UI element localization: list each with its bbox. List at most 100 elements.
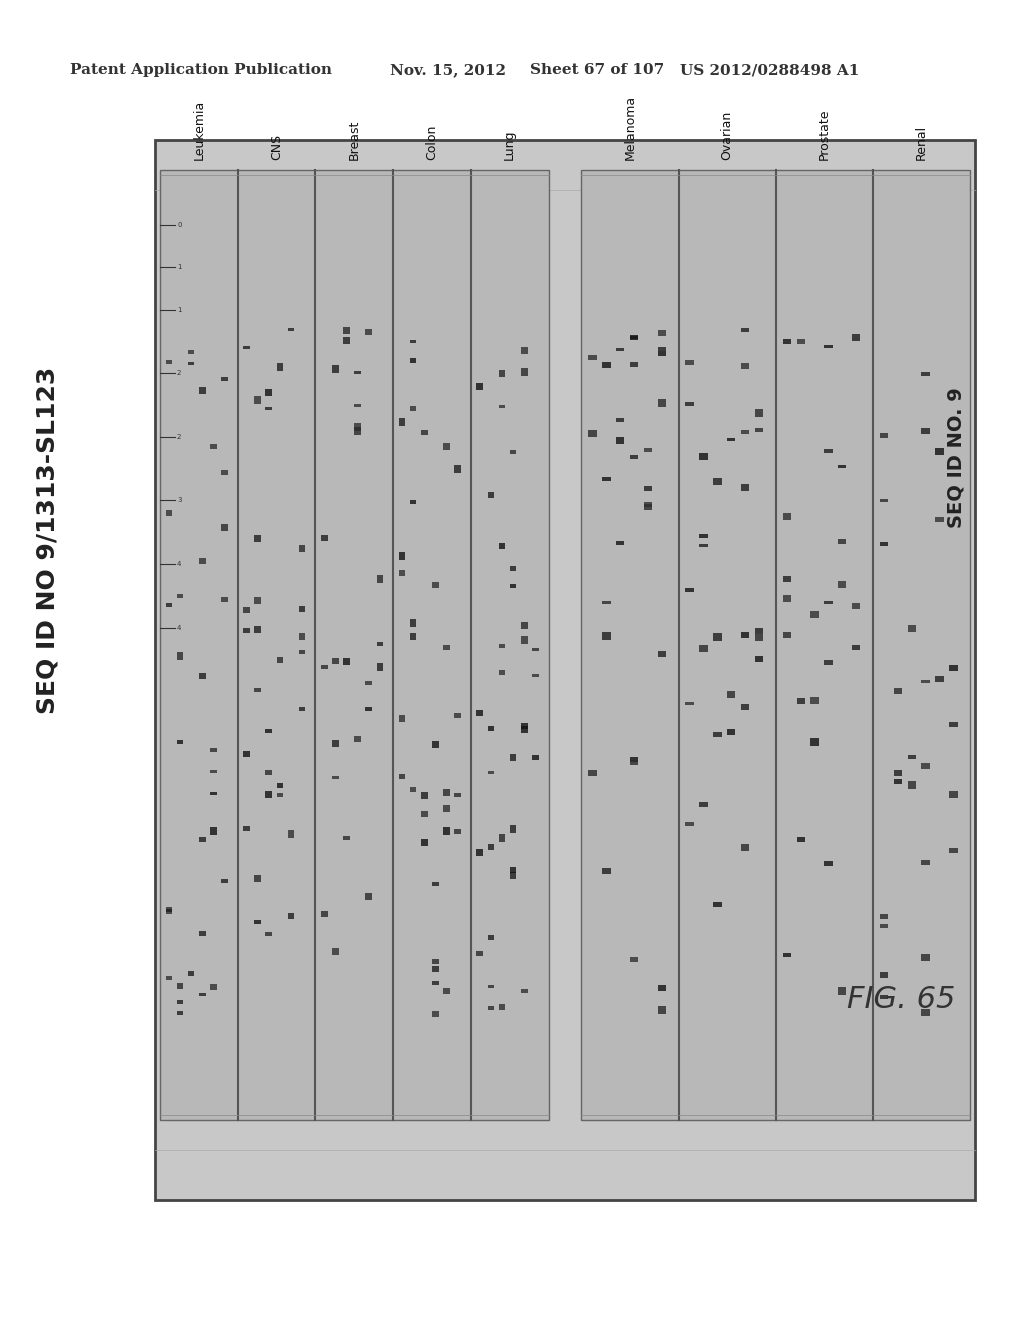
Bar <box>499 404 505 408</box>
Bar <box>616 437 625 444</box>
Bar <box>398 774 406 779</box>
Bar <box>521 622 527 630</box>
Bar <box>455 829 461 834</box>
Text: 1: 1 <box>177 306 181 313</box>
Bar <box>321 665 328 669</box>
Bar <box>265 791 272 797</box>
Bar <box>510 873 516 879</box>
Text: SEQ ID NO 9/1313-SL123: SEQ ID NO 9/1313-SL123 <box>36 367 60 714</box>
Bar <box>714 634 722 642</box>
Bar <box>432 882 438 886</box>
Bar <box>244 607 250 614</box>
Bar <box>476 710 483 715</box>
Bar <box>476 383 483 389</box>
Bar <box>421 840 428 846</box>
Bar <box>455 466 461 474</box>
Bar <box>616 541 625 545</box>
Bar <box>782 576 791 582</box>
Bar <box>343 836 350 841</box>
Bar <box>741 363 750 370</box>
Bar <box>299 606 305 612</box>
Bar <box>714 478 722 484</box>
Bar <box>616 418 625 421</box>
Bar <box>755 429 763 432</box>
Bar <box>210 444 217 449</box>
Bar <box>221 524 227 531</box>
Text: Colon: Colon <box>426 124 438 160</box>
Bar <box>343 327 350 334</box>
Text: US 2012/0288498 A1: US 2012/0288498 A1 <box>680 63 859 77</box>
Bar <box>521 726 527 733</box>
Bar <box>644 447 652 453</box>
Bar <box>499 1005 505 1010</box>
Bar <box>499 544 505 549</box>
Text: Patent Application Publication: Patent Application Publication <box>70 63 332 77</box>
Bar <box>499 644 505 648</box>
Text: 2: 2 <box>177 434 181 440</box>
Bar <box>907 755 915 759</box>
Bar <box>443 444 450 450</box>
Text: 2: 2 <box>177 370 181 376</box>
Bar <box>244 826 250 830</box>
Bar <box>432 1011 438 1018</box>
Bar <box>221 470 227 475</box>
Bar <box>354 371 361 375</box>
Bar <box>949 792 957 797</box>
Text: 0: 0 <box>177 222 181 228</box>
Bar <box>521 347 527 354</box>
Bar <box>782 632 791 639</box>
Bar <box>210 792 217 796</box>
Bar <box>244 346 250 348</box>
Bar <box>432 741 438 748</box>
Bar <box>630 957 638 962</box>
Text: Melanoma: Melanoma <box>624 95 637 160</box>
Bar <box>531 673 539 677</box>
Bar <box>354 424 361 430</box>
Bar <box>907 781 915 789</box>
Bar <box>699 454 708 459</box>
Bar <box>922 763 930 770</box>
Bar <box>949 665 957 671</box>
Bar <box>644 504 652 510</box>
Bar <box>782 594 791 602</box>
Bar <box>824 660 833 665</box>
Bar <box>699 544 708 548</box>
Bar <box>839 581 847 589</box>
Text: FIG. 65: FIG. 65 <box>847 986 955 1015</box>
Bar <box>199 837 206 842</box>
Bar <box>602 601 610 605</box>
Bar <box>714 902 722 907</box>
Bar <box>332 741 339 747</box>
Bar <box>265 389 272 396</box>
Bar <box>852 334 860 341</box>
Bar <box>155 140 975 1200</box>
Bar <box>922 680 930 684</box>
Bar <box>657 351 666 355</box>
Bar <box>935 676 944 682</box>
Bar <box>880 543 888 545</box>
Bar <box>922 859 930 866</box>
Bar <box>510 450 516 454</box>
Bar <box>824 345 833 348</box>
Bar <box>321 535 328 541</box>
Bar <box>487 492 495 498</box>
Bar <box>288 327 294 331</box>
Bar <box>531 755 539 760</box>
Bar <box>487 985 495 987</box>
Bar <box>377 663 383 671</box>
Bar <box>824 449 833 453</box>
Bar <box>366 329 372 335</box>
Bar <box>499 834 505 842</box>
Bar <box>421 812 428 817</box>
Bar <box>880 913 888 919</box>
Bar <box>421 792 428 799</box>
Bar <box>476 950 483 956</box>
Bar <box>630 335 638 341</box>
Bar <box>521 722 527 729</box>
Bar <box>657 1006 666 1014</box>
Bar <box>616 348 625 351</box>
Bar <box>398 553 406 561</box>
Bar <box>343 657 350 665</box>
Bar <box>852 603 860 609</box>
Bar <box>487 771 495 774</box>
